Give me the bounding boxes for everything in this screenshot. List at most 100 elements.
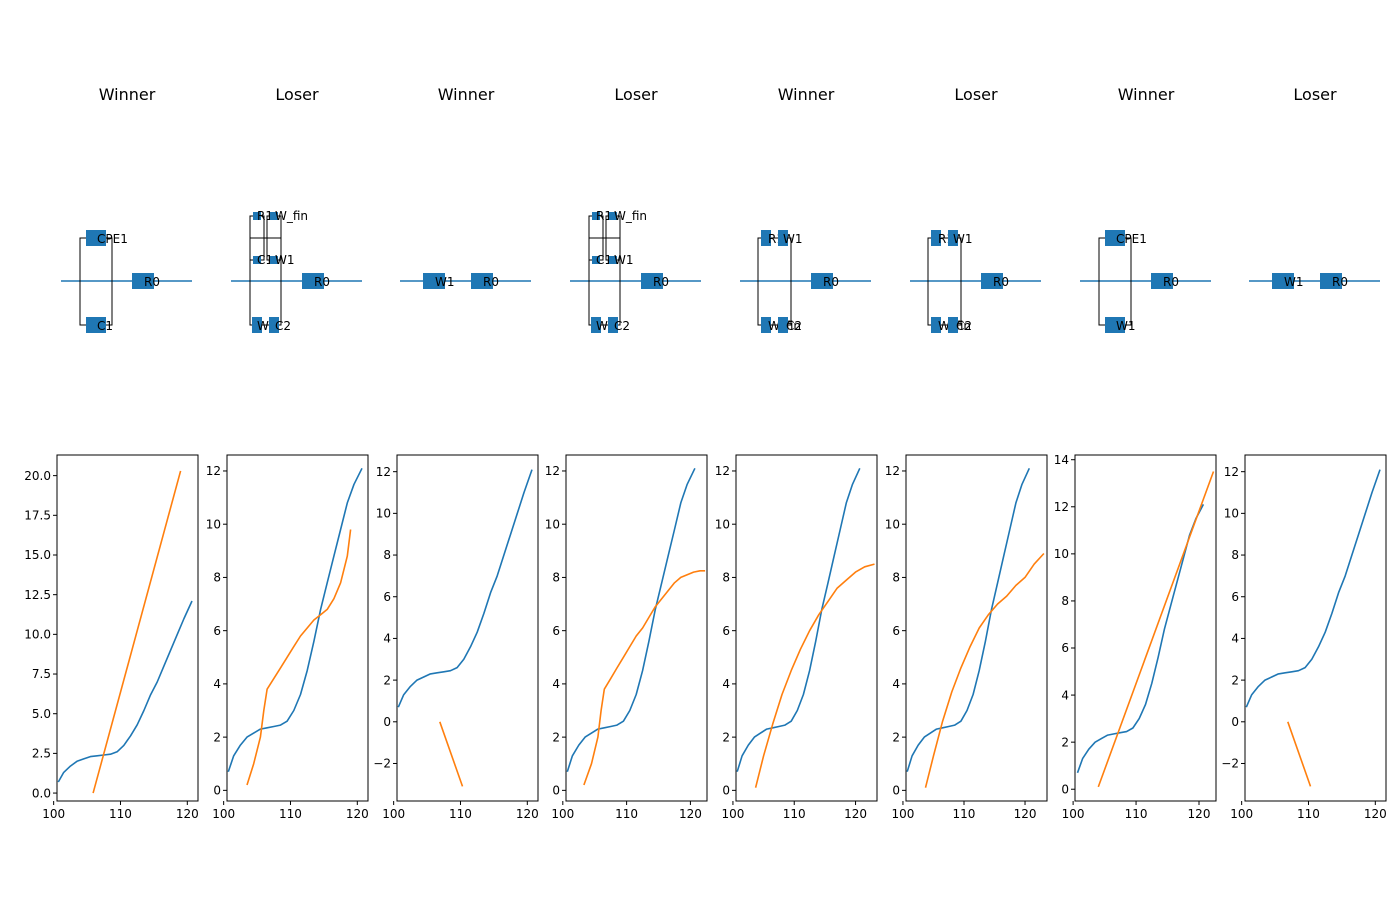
series-line-1 xyxy=(736,467,861,772)
y-tick-label: 12 xyxy=(885,464,900,478)
circuit-element-label: R0 xyxy=(653,275,669,289)
panel-title: Loser xyxy=(1293,85,1337,104)
parallel-bracket xyxy=(588,237,621,326)
circuit-element xyxy=(641,273,663,289)
y-tick-label: 8 xyxy=(722,571,730,585)
circuit-element-label: R0 xyxy=(144,275,160,289)
x-tick-label: 100 xyxy=(382,807,405,821)
panel-title: Winner xyxy=(438,85,495,104)
circuit-element xyxy=(778,230,788,246)
y-tick-label: 4 xyxy=(213,677,221,691)
circuit-element xyxy=(931,230,941,246)
circuit-element xyxy=(609,256,617,264)
circuit-element xyxy=(948,317,958,333)
y-tick-label: 2 xyxy=(552,730,560,744)
circuit-element-label: W1 xyxy=(783,232,803,246)
circuit-element xyxy=(423,273,445,289)
series-line-1 xyxy=(57,600,193,783)
chart-3: 100 110 120 −2 0 2 4 6 8 10 12 xyxy=(373,454,539,821)
circuit-element xyxy=(608,317,618,333)
parallel-bracket xyxy=(927,237,962,326)
panel-title: Winner xyxy=(778,85,835,104)
x-tick-label: 120 xyxy=(516,807,539,821)
chart-4: 100 110 120 0 2 4 6 8 10 12 xyxy=(545,454,708,821)
y-tick-label: 4 xyxy=(552,677,560,691)
circuit-element-label: C1 xyxy=(97,319,113,333)
y-tick-label: 12 xyxy=(376,465,391,479)
circuit-element xyxy=(811,273,833,289)
circuit-element-label: C1 xyxy=(596,253,612,267)
axes-frame xyxy=(905,454,1048,802)
x-tick-label: 120 xyxy=(346,807,369,821)
circuit-element-label: R0 xyxy=(1332,275,1348,289)
x-tick-label: 120 xyxy=(679,807,702,821)
y-tick-label: 6 xyxy=(722,624,730,638)
y-tick-label: 12 xyxy=(206,464,221,478)
panel-title: Loser xyxy=(954,85,998,104)
x-tick-label: 100 xyxy=(212,807,235,821)
y-tick-label: 6 xyxy=(892,624,900,638)
circuit-element-label: W1 xyxy=(275,253,295,267)
x-tick-label: 110 xyxy=(449,807,472,821)
chart-1: 100 110 120 0.0 2.5 5.0 7.5 10.0 12.5 15.0 17.5 20.… xyxy=(24,454,199,821)
y-tick-label: 6 xyxy=(383,590,391,604)
x-tick-label: 100 xyxy=(551,807,574,821)
series-line-1 xyxy=(227,467,363,772)
y-tick-label: 10 xyxy=(885,517,900,531)
x-tick-label: 110 xyxy=(279,807,302,821)
y-tick-label: 2.5 xyxy=(32,747,51,761)
y-tick-label: 10 xyxy=(715,517,730,531)
y-tick-label: 6 xyxy=(1231,590,1239,604)
circuit-element xyxy=(1320,273,1342,289)
series-line-1 xyxy=(566,467,696,772)
y-tick-label: 8 xyxy=(1061,594,1069,608)
circuit-element xyxy=(592,212,600,220)
y-tick-label: 8 xyxy=(892,571,900,585)
circuit-element xyxy=(981,273,1003,289)
y-tick-label: 2 xyxy=(1061,735,1069,749)
x-tick-label: 120 xyxy=(844,807,867,821)
parallel-bracket xyxy=(249,237,282,326)
y-tick-label: 8 xyxy=(552,571,560,585)
circuit-element-label: R0 xyxy=(1163,275,1179,289)
circuit-element xyxy=(761,230,771,246)
circuit-element xyxy=(931,317,941,333)
y-tick-label: 12 xyxy=(1224,465,1239,479)
circuit-element xyxy=(253,256,261,264)
circuit-element-label: W1 xyxy=(435,275,455,289)
x-tick-label: 110 xyxy=(783,807,806,821)
circuit-diagram: R0 CPE1 C1 xyxy=(61,230,192,333)
circuit-element-label: R0 xyxy=(483,275,499,289)
x-tick-label: 120 xyxy=(1364,807,1387,821)
series-line-2 xyxy=(1097,471,1215,788)
circuit-diagram: R0 CPE1 W1 xyxy=(1080,230,1211,333)
series-line-2 xyxy=(246,529,352,786)
y-tick-label: 6 xyxy=(1061,641,1069,655)
circuit-element xyxy=(252,317,262,333)
y-tick-label: 0.0 xyxy=(32,786,51,800)
axes-frame xyxy=(226,454,369,802)
circuit-element-label: CPE1 xyxy=(1116,232,1147,246)
y-tick-label: 6 xyxy=(552,624,560,638)
chart-7: 100 110 120 0 2 4 6 8 10 12 14 xyxy=(1054,453,1217,821)
circuit-element-label: W_fin xyxy=(275,209,308,223)
axes-frame xyxy=(1244,454,1387,802)
y-tick-label: 12 xyxy=(545,464,560,478)
circuit-element xyxy=(1105,230,1125,246)
panel-6: Loser R0R1W1W_finC2 xyxy=(910,85,1041,333)
y-tick-label: 2 xyxy=(383,673,391,687)
chart-8: 100 110 120 −2 0 2 4 6 8 10 12 xyxy=(1221,454,1387,821)
y-tick-label: 0 xyxy=(1061,782,1069,796)
series-line-1 xyxy=(1245,469,1381,708)
axes-frame xyxy=(735,454,878,802)
y-tick-label: −2 xyxy=(1221,757,1239,771)
series-line-1 xyxy=(1076,504,1205,774)
y-tick-label: 8 xyxy=(1231,548,1239,562)
y-tick-label: 4 xyxy=(1061,688,1069,702)
circuit-element-label: C2 xyxy=(786,319,802,333)
axes-frame xyxy=(396,454,539,802)
circuit-element-label: R1 xyxy=(596,209,612,223)
